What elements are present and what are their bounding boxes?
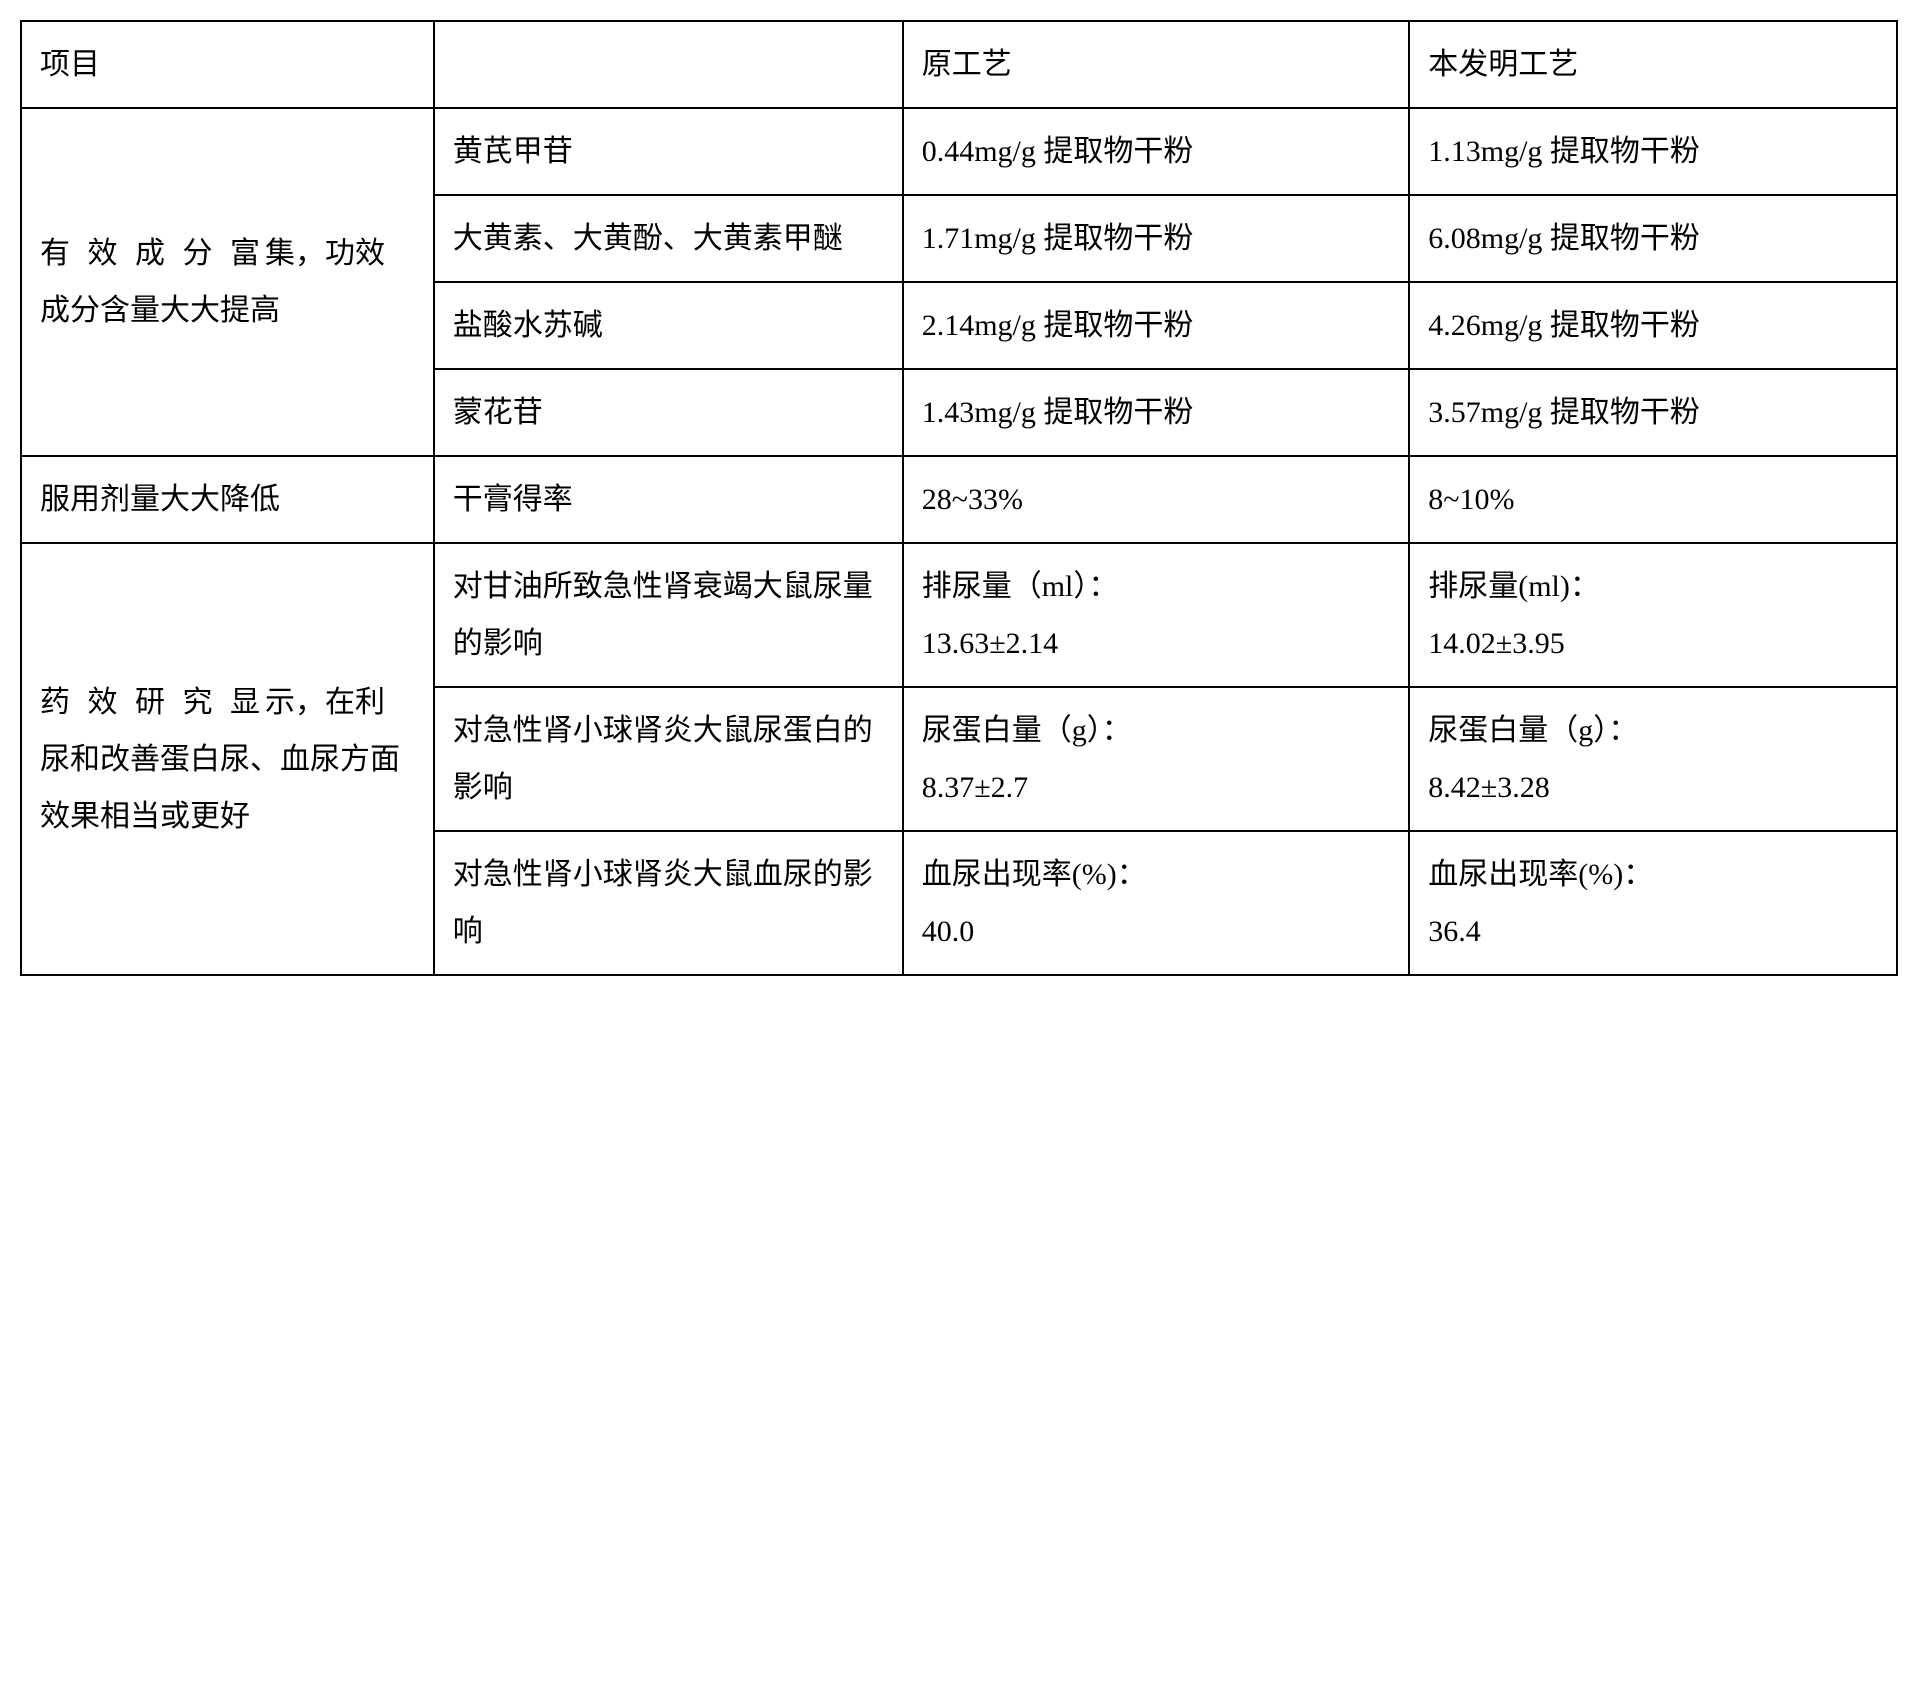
cell-original: 1.43mg/g 提取物干粉 (903, 369, 1410, 456)
table-row: 药 效 研 究 显示，在利尿和改善蛋白尿、血尿方面效果相当或更好 对甘油所致急性… (21, 543, 1897, 687)
cell-invention: 尿蛋白量（g）：8.42±3.28 (1409, 687, 1897, 831)
cell-original: 1.71mg/g 提取物干粉 (903, 195, 1410, 282)
cell-component: 对急性肾小球肾炎大鼠尿蛋白的影响 (434, 687, 903, 831)
group1-label-spaced: 有 效 成 分 富 (40, 237, 265, 270)
cell-component: 对甘油所致急性肾衰竭大鼠尿量的影响 (434, 543, 903, 687)
header-project: 项目 (21, 21, 434, 108)
cell-invention: 1.13mg/g 提取物干粉 (1409, 108, 1897, 195)
cell-original: 0.44mg/g 提取物干粉 (903, 108, 1410, 195)
header-original: 原工艺 (903, 21, 1410, 108)
cell-component: 对急性肾小球肾炎大鼠血尿的影响 (434, 831, 903, 975)
cell-invention: 8~10% (1409, 456, 1897, 543)
header-invention: 本发明工艺 (1409, 21, 1897, 108)
cell-component: 干膏得率 (434, 456, 903, 543)
cell-original: 2.14mg/g 提取物干粉 (903, 282, 1410, 369)
cell-invention: 血尿出现率(%)：36.4 (1409, 831, 1897, 975)
header-blank (434, 21, 903, 108)
group3-label-spaced: 药 效 研 究 显 (40, 686, 265, 719)
cell-invention: 6.08mg/g 提取物干粉 (1409, 195, 1897, 282)
group2-label: 服用剂量大大降低 (21, 456, 434, 543)
table-row: 服用剂量大大降低 干膏得率 28~33% 8~10% (21, 456, 1897, 543)
cell-component: 盐酸水苏碱 (434, 282, 903, 369)
comparison-table: 项目 原工艺 本发明工艺 有 效 成 分 富集，功效成分含量大大提高 黄芪甲苷 … (20, 20, 1898, 976)
cell-invention: 4.26mg/g 提取物干粉 (1409, 282, 1897, 369)
cell-original: 血尿出现率(%)：40.0 (903, 831, 1410, 975)
cell-original: 28~33% (903, 456, 1410, 543)
cell-component: 蒙花苷 (434, 369, 903, 456)
group3-label: 药 效 研 究 显示，在利尿和改善蛋白尿、血尿方面效果相当或更好 (21, 543, 434, 975)
cell-invention: 排尿量(ml)：14.02±3.95 (1409, 543, 1897, 687)
group1-label: 有 效 成 分 富集，功效成分含量大大提高 (21, 108, 434, 456)
cell-component: 大黄素、大黄酚、大黄素甲醚 (434, 195, 903, 282)
cell-component: 黄芪甲苷 (434, 108, 903, 195)
cell-invention: 3.57mg/g 提取物干粉 (1409, 369, 1897, 456)
table-header-row: 项目 原工艺 本发明工艺 (21, 21, 1897, 108)
cell-original: 排尿量（ml）：13.63±2.14 (903, 543, 1410, 687)
table-row: 有 效 成 分 富集，功效成分含量大大提高 黄芪甲苷 0.44mg/g 提取物干… (21, 108, 1897, 195)
cell-original: 尿蛋白量（g）：8.37±2.7 (903, 687, 1410, 831)
